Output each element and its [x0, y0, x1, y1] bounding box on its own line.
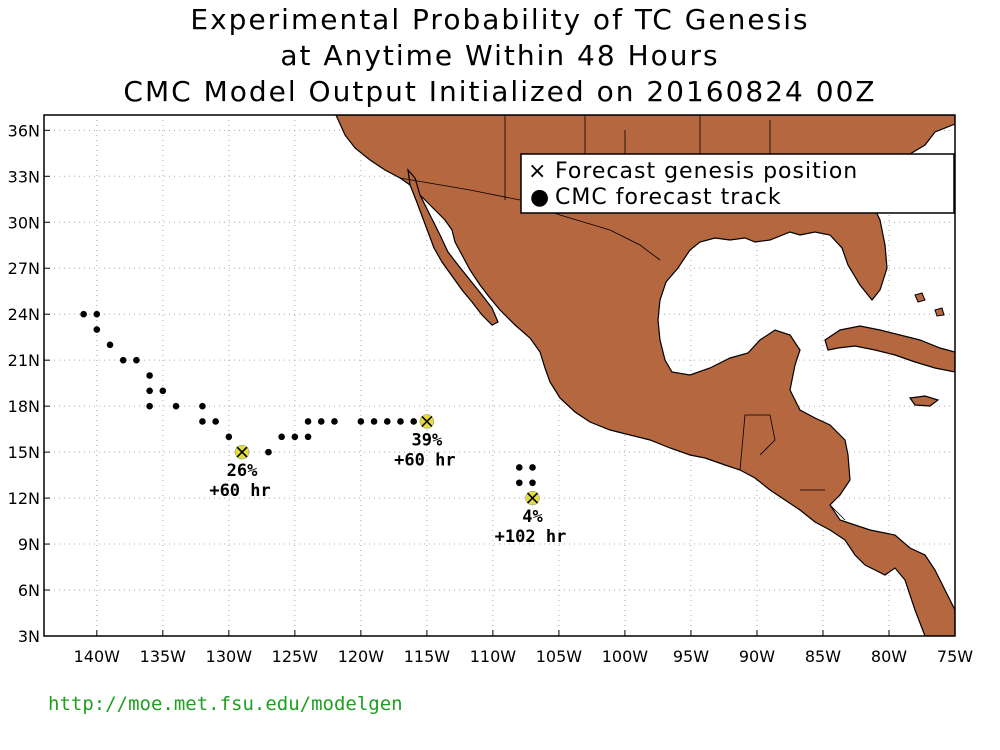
lat-tick-label: 12N [8, 489, 40, 508]
legend-genesis-label: Forecast genesis position [555, 159, 858, 184]
track-point [516, 479, 523, 487]
track-point [265, 448, 272, 456]
land-north-america [335, 115, 955, 636]
track-point [383, 418, 391, 425]
lon-tick-label: 125W [272, 647, 319, 666]
lat-tick-label: 18N [8, 397, 40, 416]
axis-ticks: 140W 135W 130W 125W 120W 115W 110W 105W 100W 95W 9… [8, 121, 974, 666]
track-point [225, 433, 233, 441]
land-jamaica [908, 395, 940, 407]
lat-tick-label: 21N [8, 351, 40, 370]
lon-tick-label: 100W [602, 647, 649, 666]
land-baja-california [407, 168, 499, 326]
lat-tick-label: 36N [8, 121, 40, 140]
legend-genesis-symbol: × [528, 159, 547, 184]
lon-tick-label: 80W [871, 647, 907, 666]
plot-frame [43, 114, 956, 637]
track-point [172, 402, 180, 410]
lon-tick-label: 110W [470, 647, 517, 666]
lat-tick-label: 6N [18, 581, 40, 600]
legend-box [520, 153, 955, 214]
legend-track-label: CMC forecast track [555, 185, 782, 210]
track-point [410, 418, 417, 425]
lat-tick-label: 24N [8, 305, 40, 324]
track-point [529, 464, 536, 471]
lon-tick-label: 90W [739, 647, 775, 666]
track-point [133, 356, 140, 364]
track-point [199, 418, 206, 425]
lat-tick-label: 33N [8, 167, 40, 186]
lon-tick-label: 120W [338, 647, 385, 666]
genesis-probability: 4% [522, 507, 543, 527]
track-point [370, 418, 378, 425]
track-point [317, 418, 325, 425]
title-line-3: CMC Model Output Initialized on 20160824… [123, 75, 877, 108]
track-point [397, 418, 404, 425]
genesis-lead-time: +60 hr [209, 481, 270, 501]
lon-tick-label: 85W [805, 647, 841, 666]
forecast-track [80, 310, 536, 487]
lon-tick-label: 130W [206, 647, 253, 666]
land-layer [335, 115, 955, 636]
lon-tick-label: 105W [536, 647, 583, 666]
track-point [212, 418, 219, 425]
track-point [119, 356, 127, 364]
track-point [146, 372, 153, 379]
track-point [106, 341, 114, 349]
track-point [331, 418, 338, 425]
track-point [199, 402, 206, 410]
track-point [529, 479, 536, 487]
lon-tick-label: 140W [74, 647, 121, 666]
land-bahamas [914, 292, 945, 317]
genesis-lead-time: +102 hr [495, 527, 567, 547]
track-point [80, 310, 87, 318]
lat-tick-label: 27N [8, 259, 40, 278]
genesis-probability: 26% [227, 461, 258, 481]
lon-tick-label: 135W [140, 647, 187, 666]
source-url[interactable]: http://moe.met.fsu.edu/modelgen [48, 693, 403, 715]
genesis-probability: 39% [412, 430, 443, 450]
track-point [304, 433, 312, 441]
track-point [516, 464, 523, 471]
track-point [278, 433, 285, 441]
track-point [93, 326, 101, 333]
title-line-1: Experimental Probability of TC Genesis [190, 3, 810, 36]
lon-tick-label: 95W [673, 647, 709, 666]
legend: × Forecast genesis position ● CMC foreca… [520, 153, 955, 214]
lat-tick-label: 15N [8, 443, 40, 462]
genesis-x-icon [526, 492, 539, 504]
track-point [159, 387, 167, 395]
land-cuba [824, 325, 955, 373]
track-point [357, 418, 365, 425]
lat-tick-label: 3N [18, 627, 40, 646]
title-line-2: at Anytime Within 48 Hours [280, 39, 720, 72]
legend-track-symbol: ● [530, 185, 550, 210]
lat-tick-label: 30N [8, 213, 40, 232]
lon-tick-label: 75W [937, 647, 973, 666]
track-point [304, 418, 312, 425]
track-point [93, 310, 101, 318]
genesis-x-icon [421, 415, 433, 428]
lon-tick-label: 115W [404, 647, 451, 666]
track-point [146, 402, 153, 410]
track-point [291, 433, 299, 441]
genesis-lead-time: +60 hr [394, 450, 455, 470]
lat-tick-label: 9N [18, 535, 40, 554]
track-point [146, 387, 153, 395]
genesis-x-icon [236, 446, 248, 458]
